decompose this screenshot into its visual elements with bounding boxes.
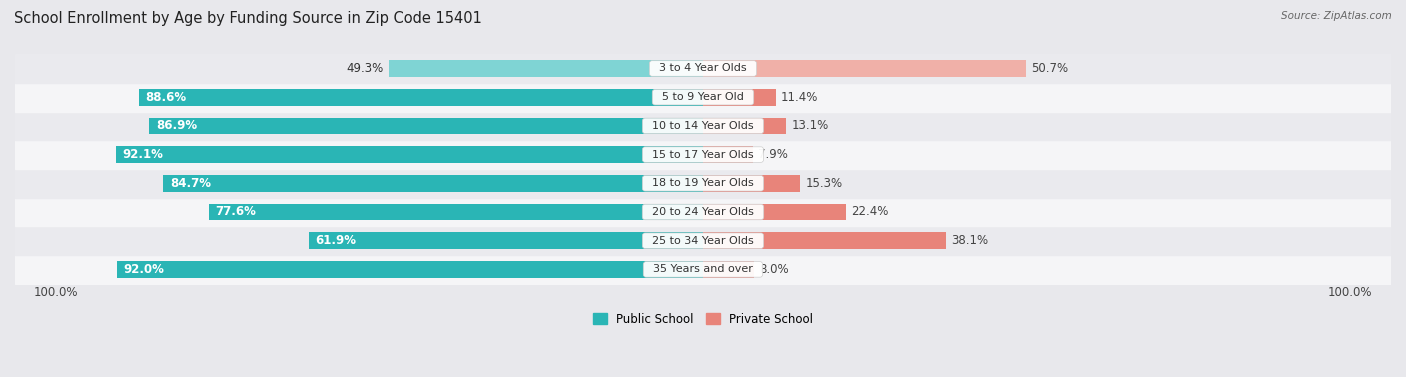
Bar xyxy=(15,140,1391,169)
Text: 13.1%: 13.1% xyxy=(792,120,828,132)
Text: 77.6%: 77.6% xyxy=(215,205,256,219)
Bar xyxy=(703,60,1026,77)
Bar xyxy=(15,226,1391,255)
Text: 92.1%: 92.1% xyxy=(122,148,163,161)
Bar xyxy=(117,146,703,163)
Text: 20 to 24 Year Olds: 20 to 24 Year Olds xyxy=(645,207,761,217)
Bar xyxy=(309,232,703,249)
Bar xyxy=(703,175,800,192)
Text: 11.4%: 11.4% xyxy=(780,91,818,104)
Bar xyxy=(15,255,1391,284)
Text: 18 to 19 Year Olds: 18 to 19 Year Olds xyxy=(645,178,761,188)
Text: 38.1%: 38.1% xyxy=(950,234,988,247)
Bar xyxy=(389,60,703,77)
Text: 88.6%: 88.6% xyxy=(145,91,186,104)
Text: School Enrollment by Age by Funding Source in Zip Code 15401: School Enrollment by Age by Funding Sour… xyxy=(14,11,482,26)
Text: 100.0%: 100.0% xyxy=(34,286,79,299)
Text: 10 to 14 Year Olds: 10 to 14 Year Olds xyxy=(645,121,761,131)
Text: 7.9%: 7.9% xyxy=(758,148,789,161)
Text: 92.0%: 92.0% xyxy=(124,263,165,276)
Legend: Public School, Private School: Public School, Private School xyxy=(588,308,818,330)
Text: 15.3%: 15.3% xyxy=(806,177,842,190)
Bar xyxy=(149,118,703,134)
Bar xyxy=(15,198,1391,226)
Text: 100.0%: 100.0% xyxy=(1327,286,1372,299)
Text: Source: ZipAtlas.com: Source: ZipAtlas.com xyxy=(1281,11,1392,21)
Bar xyxy=(139,89,703,106)
Bar xyxy=(15,83,1391,112)
Bar xyxy=(163,175,703,192)
Bar xyxy=(703,204,845,220)
Bar xyxy=(15,54,1391,83)
Bar xyxy=(703,118,786,134)
Bar xyxy=(703,89,776,106)
Text: 8.0%: 8.0% xyxy=(759,263,789,276)
Bar xyxy=(703,232,946,249)
Text: 86.9%: 86.9% xyxy=(156,120,197,132)
Bar xyxy=(208,204,703,220)
Text: 35 Years and over: 35 Years and over xyxy=(647,264,759,274)
Text: 61.9%: 61.9% xyxy=(315,234,356,247)
Bar xyxy=(15,112,1391,140)
Bar xyxy=(15,169,1391,198)
Bar xyxy=(703,146,754,163)
Text: 25 to 34 Year Olds: 25 to 34 Year Olds xyxy=(645,236,761,246)
Text: 49.3%: 49.3% xyxy=(347,62,384,75)
Text: 22.4%: 22.4% xyxy=(851,205,889,219)
Text: 5 to 9 Year Old: 5 to 9 Year Old xyxy=(655,92,751,102)
Text: 84.7%: 84.7% xyxy=(170,177,211,190)
Bar xyxy=(703,261,754,278)
Bar xyxy=(117,261,703,278)
Text: 15 to 17 Year Olds: 15 to 17 Year Olds xyxy=(645,150,761,159)
Text: 3 to 4 Year Olds: 3 to 4 Year Olds xyxy=(652,63,754,74)
Text: 50.7%: 50.7% xyxy=(1031,62,1069,75)
